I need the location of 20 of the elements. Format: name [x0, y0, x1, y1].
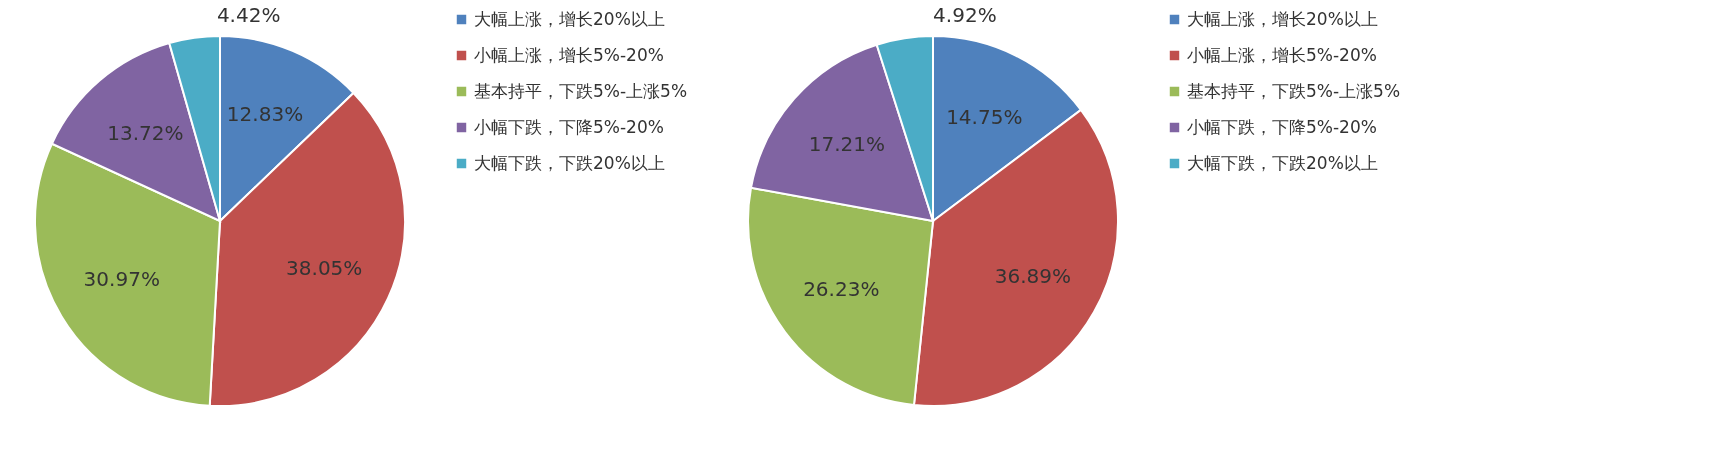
- data-label: 14.75%: [946, 105, 1023, 130]
- data-label: 36.89%: [994, 264, 1071, 289]
- legend-label: 大幅下跌，下跌20%以上: [1187, 152, 1378, 173]
- data-label: 38.05%: [286, 255, 363, 280]
- legend-label: 基本持平，下跌5%-上涨5%: [474, 80, 688, 101]
- legend-label: 基本持平，下跌5%-上涨5%: [1187, 80, 1401, 101]
- legend-label: 大幅下跌，下跌20%以上: [474, 152, 665, 173]
- data-label: 17.21%: [808, 132, 885, 157]
- data-label: 12.83%: [226, 102, 304, 127]
- legend-label: 小幅上涨，增长5%-20%: [1187, 44, 1377, 65]
- legend-label: 大幅上涨，增长20%以上: [474, 8, 665, 29]
- legend-label: 小幅下跌，下降5%-20%: [1187, 116, 1377, 137]
- legend-label: 小幅下跌，下降5%-20%: [474, 116, 664, 137]
- data-label: 26.23%: [803, 276, 880, 301]
- legend-label: 大幅上涨，增长20%以上: [1187, 8, 1378, 29]
- data-label: 30.97%: [83, 267, 160, 292]
- legend-label: 小幅上涨，增长5%-20%: [474, 44, 664, 65]
- data-label: 4.92%: [933, 3, 997, 28]
- data-label: 4.42%: [216, 2, 281, 27]
- data-label: 13.72%: [107, 120, 184, 145]
